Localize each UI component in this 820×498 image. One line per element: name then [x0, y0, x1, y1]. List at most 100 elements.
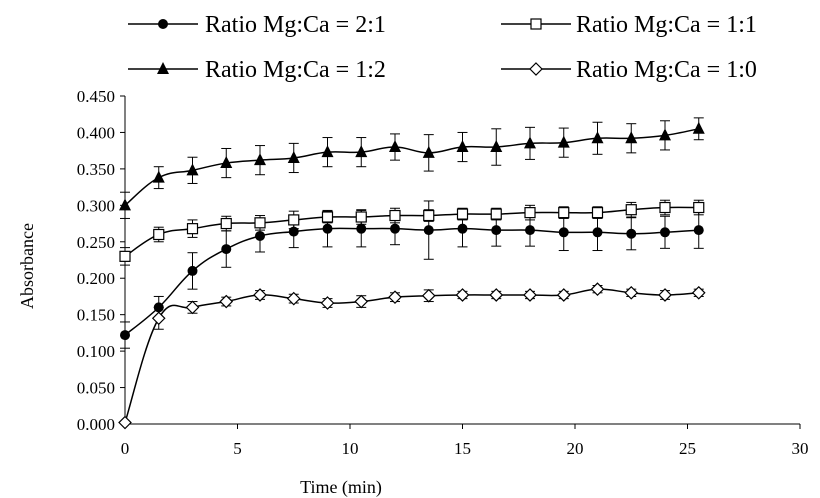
data-point	[119, 198, 131, 211]
data-point	[286, 291, 301, 306]
data-point	[523, 288, 537, 302]
data-point	[624, 285, 639, 300]
x-tick-label: 15	[454, 439, 471, 458]
x-tick-label: 30	[792, 439, 809, 458]
y-tick-label: 0.100	[77, 342, 115, 361]
legend: Ratio Mg:Ca = 2:1 Ratio Mg:Ca = 1:1 Rati…	[128, 12, 757, 83]
y-tick-label: 0.150	[77, 306, 115, 325]
data-point	[120, 330, 130, 341]
data-point	[118, 415, 132, 430]
legend-entry-series-1: Ratio Mg:Ca = 1:1	[501, 12, 757, 38]
data-point	[591, 207, 604, 219]
data-point	[524, 207, 536, 219]
data-point	[423, 209, 435, 222]
data-point	[490, 208, 502, 220]
series-2	[119, 117, 705, 219]
y-tick-label: 0.300	[77, 196, 115, 215]
series-line	[124, 227, 699, 336]
x-tick-label: 5	[233, 439, 242, 458]
series-1	[119, 199, 705, 266]
data-point	[456, 140, 469, 153]
data-point	[524, 136, 536, 149]
x-tick-label: 25	[679, 439, 696, 458]
legend-entry-series-0: Ratio Mg:Ca = 2:1	[128, 12, 386, 38]
data-point	[356, 223, 367, 234]
data-point	[186, 223, 199, 235]
data-point	[287, 150, 300, 163]
data-point	[255, 230, 265, 241]
x-tick-label: 20	[567, 439, 584, 458]
series-3	[118, 282, 706, 430]
data-point	[390, 223, 400, 234]
data-point	[321, 211, 334, 223]
data-point	[187, 265, 198, 276]
data-point	[288, 214, 300, 226]
y-ticks: 0.000 0.050 0.100 0.150 0.200 0.250 0.300 0.350…	[77, 87, 125, 434]
plot-area	[118, 117, 706, 430]
data-point	[693, 225, 704, 236]
x-ticks: 0 5 10 15 20 25 30	[121, 424, 809, 458]
data-point	[590, 282, 605, 297]
data-point	[153, 228, 165, 241]
data-point	[625, 131, 638, 144]
legend-marker-0	[158, 19, 168, 29]
data-point	[691, 285, 706, 300]
y-tick-label: 0.200	[77, 269, 115, 288]
data-point	[525, 225, 535, 236]
x-tick-label: 0	[121, 439, 130, 458]
data-point	[320, 296, 335, 310]
legend-label-3: Ratio Mg:Ca = 1:0	[576, 57, 757, 83]
data-point	[355, 211, 367, 223]
x-axis-title: Time (min)	[300, 477, 382, 498]
data-point	[692, 121, 705, 134]
y-tick-label: 0.250	[77, 233, 115, 252]
data-point	[221, 244, 232, 255]
data-point	[388, 290, 402, 305]
data-point	[591, 131, 604, 144]
data-point	[220, 217, 232, 230]
data-point	[423, 225, 434, 236]
data-point	[321, 145, 334, 158]
y-tick-label: 0.050	[77, 379, 115, 398]
data-point	[185, 300, 200, 315]
data-point	[389, 140, 401, 153]
data-point	[660, 227, 670, 238]
data-point	[489, 288, 504, 302]
data-point	[659, 128, 671, 141]
legend-label-2: Ratio Mg:Ca = 1:2	[205, 57, 386, 83]
data-point	[219, 294, 234, 309]
data-point	[455, 288, 470, 302]
data-point	[422, 145, 435, 158]
data-point	[220, 156, 233, 169]
legend-marker-1	[530, 18, 542, 30]
data-point	[592, 227, 603, 238]
x-tick-label: 10	[342, 439, 359, 458]
y-tick-label: 0.000	[77, 415, 115, 434]
data-point	[659, 201, 671, 214]
data-point	[152, 170, 165, 183]
y-tick-label: 0.450	[77, 87, 115, 106]
data-point	[421, 288, 436, 303]
data-point	[253, 288, 267, 302]
data-point	[354, 294, 369, 309]
legend-label-0: Ratio Mg:Ca = 2:1	[205, 12, 386, 38]
data-point	[322, 223, 333, 234]
data-point	[558, 207, 570, 219]
data-point	[254, 217, 266, 229]
legend-marker-3	[529, 62, 543, 76]
y-tick-label: 0.350	[77, 160, 115, 179]
data-point	[389, 209, 401, 222]
data-point	[625, 204, 637, 216]
data-point	[355, 145, 368, 158]
series-line	[124, 128, 699, 206]
series-0	[120, 200, 704, 349]
data-point	[456, 208, 469, 220]
data-point	[457, 223, 468, 234]
legend-marker-2	[157, 62, 169, 74]
data-point	[556, 288, 571, 302]
legend-label-1: Ratio Mg:Ca = 1:1	[576, 12, 757, 38]
legend-entry-series-3: Ratio Mg:Ca = 1:0	[501, 57, 757, 83]
data-point	[558, 227, 569, 238]
data-point	[626, 228, 637, 239]
